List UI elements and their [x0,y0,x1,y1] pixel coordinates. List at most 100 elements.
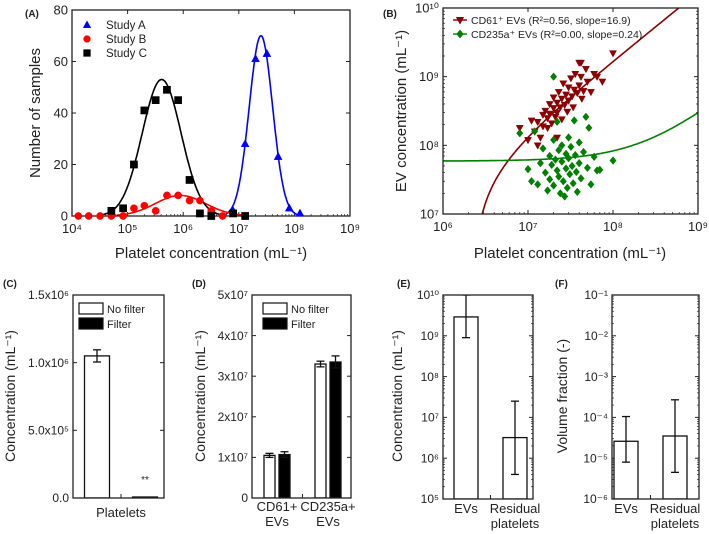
panel-label: (B) [383,9,397,20]
data-point [534,180,542,189]
data-point [284,203,294,212]
data-point [74,212,83,220]
legend-label: Filter [291,319,316,331]
plot-frame [442,7,699,215]
data-point [524,137,532,145]
bar [453,316,479,499]
data-point [539,144,547,153]
data-point [516,129,524,138]
category-label: Residual [490,501,541,516]
y-tick-label: 10⁻¹ [584,288,608,302]
significance-annotation: ** [141,475,149,486]
data-point [541,168,549,177]
data-point [527,117,536,125]
panel-label: (A) [25,9,39,20]
data-point [559,177,567,186]
y-tick-label: 10⁵ [421,492,439,506]
data-point [151,207,160,215]
data-point [84,212,93,220]
data-point [553,166,561,175]
y-tick-label: 0.0 [52,491,69,505]
data-point [107,207,116,215]
data-point [273,151,283,160]
data-point [557,95,566,103]
legend-swatch [262,302,288,315]
data-point [554,89,563,97]
data-point [295,208,305,217]
data-point [564,84,573,92]
x-tick-label: 10⁴ [62,221,82,236]
y-tick-label: 10⁹ [419,69,439,84]
chart-panel-c [72,294,165,499]
x-tick-label: 10⁵ [118,221,138,236]
y-axis-title: EV concentration (mL⁻¹) [393,30,410,192]
x-tick-label: 10⁸ [603,219,623,234]
legend-label: No filter [107,304,145,316]
data-point [549,94,558,102]
data-point [536,134,545,142]
data-point [550,181,558,190]
plot-area [613,399,688,499]
y-tick-label: 10⁸ [419,138,439,153]
data-point [151,96,160,104]
data-point [545,101,554,109]
data-point [562,91,570,99]
x-tick-label: 10⁸ [284,221,304,236]
data-point [119,212,127,220]
x-tick-label: 10⁹ [688,219,708,234]
plot-area [263,355,342,498]
plot-frame [251,294,352,499]
y-tick-label: 60 [54,54,68,69]
y-tick-label: 10¹⁰ [415,1,439,16]
chart-panel-e [442,294,534,500]
legend-label: CD61⁺ EVs (R²=0.56, slope=16.9) [471,15,631,27]
data-point [581,66,590,74]
bar [83,355,111,498]
data-point [568,161,576,171]
data-point [577,95,586,103]
category-label: Residual [650,501,701,516]
y-tick-label: 10⁶ [421,451,439,465]
data-point [185,196,194,205]
data-point [575,82,584,90]
data-point [544,186,552,195]
data-point [585,123,593,133]
panel-label: (C) [3,279,17,290]
data-point [251,54,260,63]
y-tick-label: 10⁻⁶ [583,492,608,506]
data-point [549,105,558,113]
y-axis-title: Number of samples [27,48,44,178]
data-point [583,163,591,173]
y-axis-title: Concentration (mL⁻¹) [192,330,208,462]
data-point [546,175,554,184]
legend-label: Study A [106,20,146,32]
data-point [582,112,590,122]
y-tick-label: 0 [241,491,248,505]
fit-curve [222,34,300,216]
data-point [556,104,565,112]
data-point [130,204,138,213]
bar [329,361,342,498]
data-point [531,127,539,136]
legend-swatch [78,302,104,315]
plot-frame [72,294,165,499]
data-point [573,187,581,197]
data-point [163,85,171,94]
data-point [565,153,573,163]
legend-label: No filter [291,304,329,316]
data-point [547,120,556,128]
bar [314,363,327,498]
data-point [565,133,573,142]
plot-area [99,34,300,216]
data-point [130,160,138,169]
data-point [553,99,562,107]
data-point [553,117,561,127]
category-label: Platelets [96,505,146,520]
plot-area [83,349,159,498]
data-point [558,141,566,150]
data-point [566,169,574,179]
data-point [566,75,575,83]
y-tick-label: 0 [61,209,68,224]
data-point [163,191,171,200]
panel-label: (E) [397,279,410,290]
